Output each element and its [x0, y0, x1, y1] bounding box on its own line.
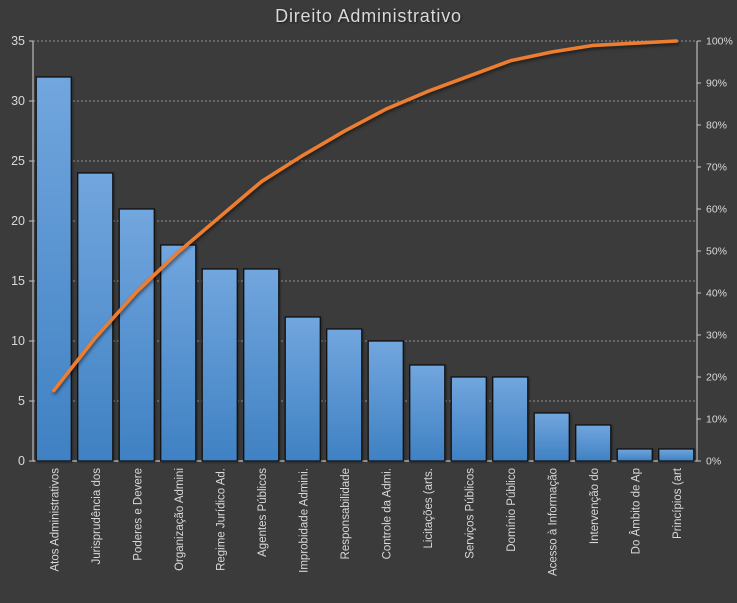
right-axis-tick-label: 40% — [706, 288, 727, 300]
bar-13 — [533, 412, 570, 462]
category-label-9: Controle da Admi. — [381, 468, 393, 559]
category-label-13: Acesso à Informação — [547, 468, 559, 576]
category-label-15: Do Âmbito de Ap — [629, 468, 642, 554]
right-axis-tick-label: 50% — [706, 246, 727, 258]
bar-15 — [616, 448, 653, 462]
left-axis-tick-label: 25 — [11, 154, 25, 168]
left-axis-tick-label: 10 — [11, 334, 25, 348]
category-label-10: Licitações (arts. — [423, 468, 435, 549]
bar-5 — [201, 268, 238, 462]
right-axis-tick-label: 90% — [706, 78, 727, 90]
right-axis-tick-label: 100% — [706, 36, 733, 48]
bar-series — [35, 76, 695, 462]
left-axis-tick-label: 15 — [11, 274, 25, 288]
right-axis-labels: 0% 10% 20% 30% 40% 50% 60% 70% 80% 90% 100% — [697, 36, 733, 468]
right-axis-tick-label: 80% — [706, 120, 727, 132]
bar-4 — [160, 244, 197, 462]
bar-9 — [367, 340, 404, 462]
right-axis-tick-label: 0% — [706, 456, 721, 468]
category-labels: Atos Administrativos Jurisprudência dos Po… — [49, 467, 684, 576]
bar-1 — [35, 76, 72, 462]
left-axis-tick-label: 0 — [18, 454, 25, 468]
bar-2 — [77, 172, 114, 462]
right-axis-tick-label: 30% — [706, 330, 727, 342]
bar-11 — [450, 376, 487, 462]
bar-8 — [326, 328, 363, 462]
category-label-8: Responsabilidade — [340, 468, 352, 559]
right-axis-tick-label: 20% — [706, 372, 727, 384]
right-axis-tick-label: 10% — [706, 414, 727, 426]
gridlines — [33, 40, 697, 402]
category-label-2: Jurisprudência dos — [91, 468, 103, 565]
category-label-11: Serviços Públicos — [464, 468, 476, 559]
category-label-6: Agentes Públicos — [257, 468, 269, 557]
category-label-12: Domínio Público — [506, 468, 518, 552]
bar-10 — [409, 364, 446, 462]
left-axis-tick-label: 5 — [18, 394, 25, 408]
category-label-3: Poderes e Devere — [132, 468, 144, 561]
category-label-4: Organização Admini — [174, 468, 186, 571]
left-axis-labels: 0 5 10 15 20 25 30 35 — [11, 34, 33, 468]
category-label-7: Improbidade Admini. — [298, 468, 310, 573]
category-label-16: Princípios (art — [672, 467, 684, 539]
right-axis-tick-label: 60% — [706, 204, 727, 216]
right-axis-tick-label: 70% — [706, 162, 727, 174]
left-axis-tick-label: 30 — [11, 94, 25, 108]
bar-16 — [658, 448, 695, 462]
bar-14 — [575, 424, 612, 462]
bar-3 — [118, 208, 155, 462]
left-axis-tick-label: 35 — [11, 34, 25, 48]
bar-7 — [284, 316, 321, 462]
cumulative-percentage-line — [51, 39, 679, 393]
category-label-14: Intervenção do — [589, 468, 601, 544]
category-label-1: Atos Administrativos — [49, 468, 61, 572]
left-axis-tick-label: 20 — [11, 214, 25, 228]
category-label-5: Regime Jurídico Ad. — [215, 468, 227, 571]
bar-6 — [243, 268, 280, 462]
bar-12 — [492, 376, 529, 462]
